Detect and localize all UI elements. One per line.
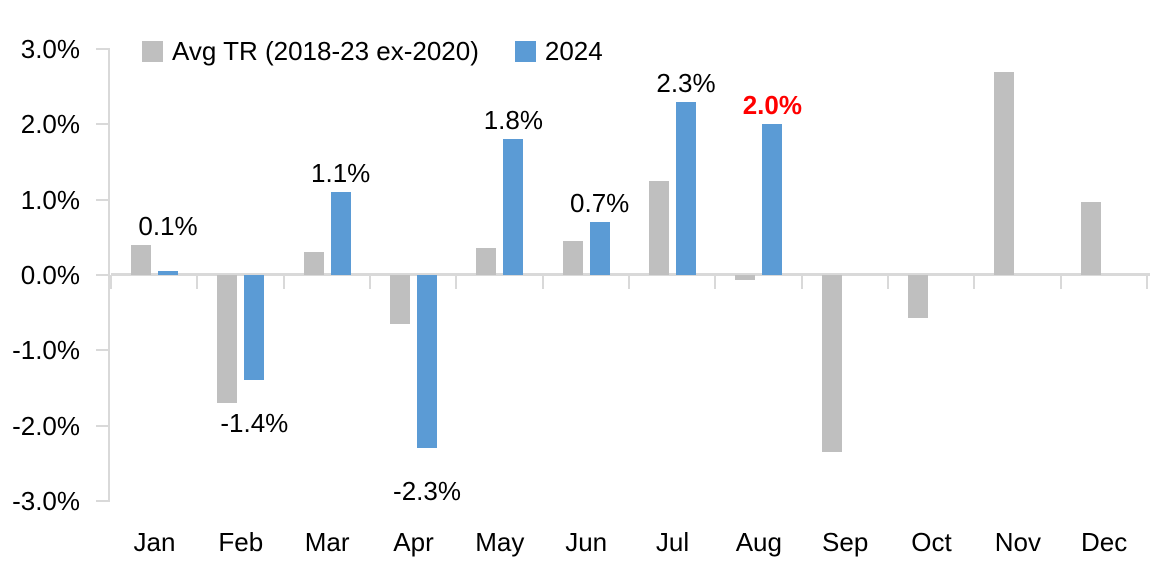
bar-avg-tr: [131, 244, 151, 275]
x-axis-label: Jul: [655, 527, 690, 557]
y-tick: [96, 349, 109, 352]
x-axis-label: Mar: [304, 527, 350, 557]
x-axis-label: Feb: [218, 527, 264, 557]
x-axis-label: Jan: [133, 527, 176, 557]
x-axis-label: Oct: [911, 527, 952, 557]
x-tick: [369, 275, 371, 289]
x-axis-label: Dec: [1081, 527, 1128, 557]
x-tick: [282, 275, 285, 289]
y-tick: [96, 123, 109, 126]
legend-swatch-blue: [514, 40, 536, 62]
legend-item-avg-tr: Avg TR (2018-23 ex-2020): [142, 36, 479, 66]
y-tick: [96, 48, 109, 50]
legend-item-2024: 2024: [514, 36, 603, 66]
y-tick-label: 2.0%: [20, 109, 80, 140]
bar-avg-tr: [562, 241, 583, 275]
x-axis-line: [111, 273, 1150, 276]
x-axis-label: Jun: [565, 527, 608, 557]
x-tick: [1146, 275, 1148, 289]
data-label: 2.0%: [742, 90, 802, 121]
bar-2024: [762, 124, 783, 275]
legend-swatch-gray: [142, 40, 163, 62]
bar-2024: [676, 101, 696, 275]
y-tick-label: -1.0%: [12, 335, 80, 366]
x-tick: [1059, 275, 1062, 289]
x-axis-label: Apr: [393, 527, 434, 557]
bar-2024: [330, 192, 351, 275]
x-tick: [714, 275, 717, 289]
bar-2024: [589, 222, 610, 275]
data-label: 0.7%: [570, 188, 630, 219]
x-tick: [973, 275, 976, 289]
y-tick-label: -3.0%: [12, 485, 80, 516]
data-label: 0.1%: [138, 210, 198, 241]
y-tick-label: -2.0%: [12, 410, 80, 441]
x-axis-label: Nov: [994, 527, 1041, 557]
bar-2024: [503, 139, 524, 275]
x-tick: [110, 275, 112, 289]
y-tick: [96, 274, 109, 276]
y-tick-label: 1.0%: [20, 184, 80, 215]
bar-avg-tr: [390, 275, 410, 324]
x-tick: [887, 275, 889, 289]
x-axis-label: Aug: [735, 527, 782, 557]
data-label: 1.1%: [311, 158, 371, 189]
bar-2024: [417, 275, 437, 449]
legend-label-2024: 2024: [544, 36, 603, 66]
x-axis-label: May: [475, 527, 525, 557]
bar-2024: [244, 275, 265, 381]
y-axis-line: [108, 48, 110, 502]
bar-2024: [158, 271, 178, 275]
data-label: 2.3%: [656, 67, 716, 98]
bar-avg-tr: [476, 247, 497, 275]
bar-avg-tr: [908, 275, 928, 318]
bar-avg-tr: [303, 251, 324, 275]
bar-avg-tr: [649, 180, 669, 275]
bar-avg-tr: [217, 275, 238, 404]
bar-avg-tr: [735, 275, 756, 280]
y-tick: [96, 499, 109, 502]
legend-label-avg-tr: Avg TR (2018-23 ex-2020): [172, 36, 479, 66]
x-tick: [628, 275, 630, 289]
data-label: -2.3%: [393, 476, 461, 507]
y-tick: [96, 424, 109, 427]
x-tick: [800, 275, 803, 289]
y-tick-label: 3.0%: [20, 34, 80, 64]
x-tick: [196, 275, 199, 289]
y-tick-label: 0.0%: [20, 260, 80, 290]
bar-avg-tr: [821, 275, 842, 453]
y-tick: [96, 198, 109, 201]
legend: Avg TR (2018-23 ex-2020) 2024: [142, 36, 603, 66]
data-label: 1.8%: [483, 105, 543, 136]
bar-avg-tr: [994, 71, 1015, 275]
data-label: -1.4%: [220, 408, 289, 439]
x-tick: [541, 275, 544, 289]
x-axis-label: Sep: [822, 527, 869, 557]
x-tick: [455, 275, 458, 289]
bar-avg-tr: [1080, 201, 1101, 275]
